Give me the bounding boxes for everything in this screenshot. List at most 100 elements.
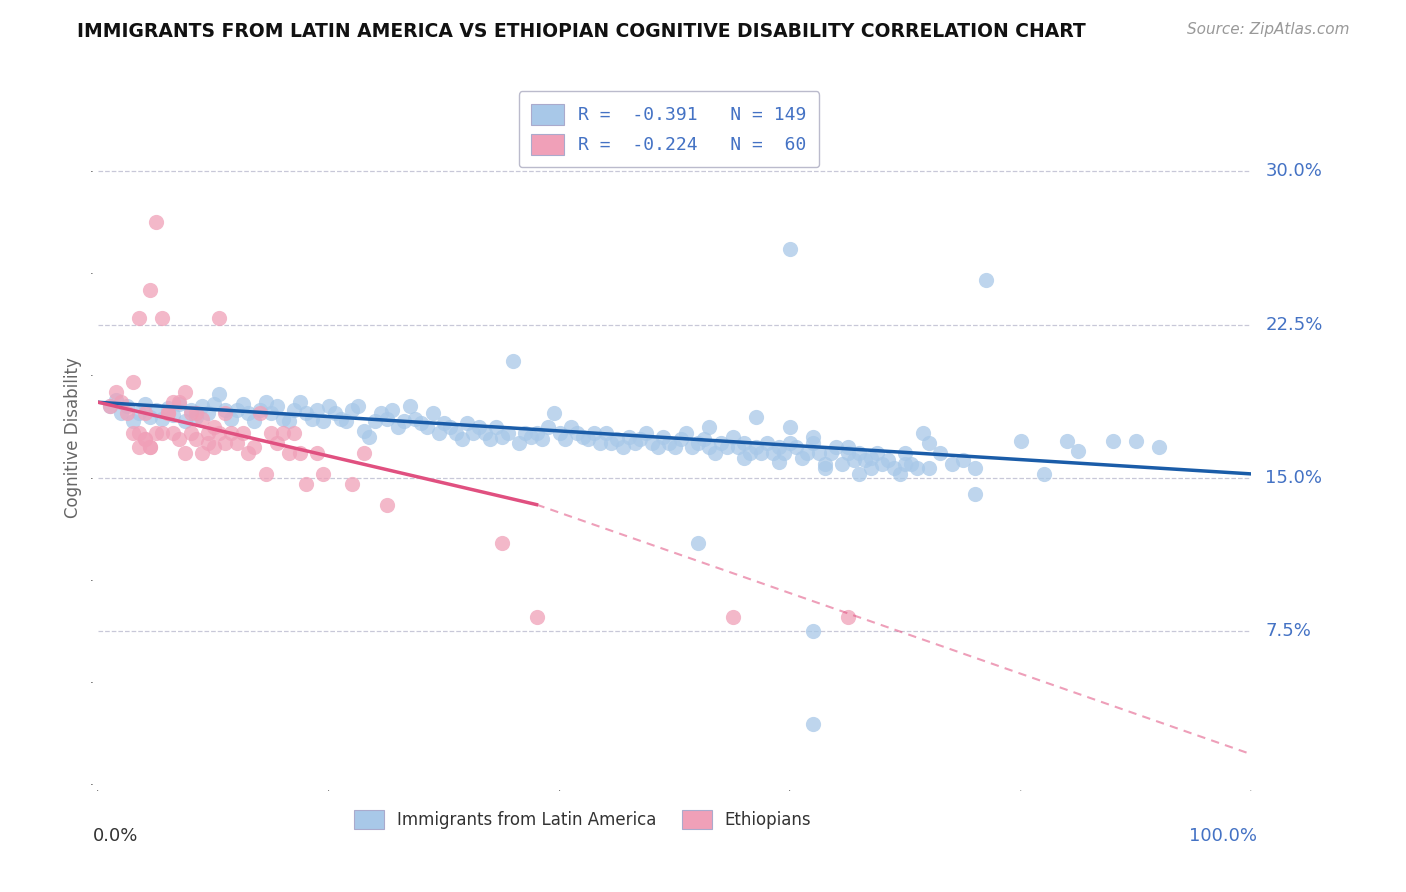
Point xyxy=(751,446,773,460)
Point xyxy=(859,450,882,465)
Point xyxy=(733,450,755,465)
Point xyxy=(831,457,853,471)
Point xyxy=(801,436,824,450)
Point xyxy=(963,487,986,501)
Point xyxy=(636,425,658,440)
Point xyxy=(98,400,121,414)
Point xyxy=(894,446,917,460)
Point xyxy=(202,440,225,454)
Point xyxy=(260,405,283,419)
Point xyxy=(963,460,986,475)
Point xyxy=(277,414,299,428)
Point xyxy=(307,403,329,417)
Point xyxy=(150,311,173,326)
Point xyxy=(491,430,513,444)
Point xyxy=(214,436,236,450)
Point xyxy=(779,420,801,434)
Point xyxy=(191,411,214,425)
Point xyxy=(485,420,508,434)
Point xyxy=(461,425,484,440)
Point xyxy=(439,420,461,434)
Point xyxy=(117,400,139,414)
Point xyxy=(1010,434,1032,449)
Point xyxy=(531,432,554,446)
Point xyxy=(744,440,766,454)
Point xyxy=(134,397,156,411)
Point xyxy=(796,446,818,460)
Point xyxy=(779,242,801,256)
Point xyxy=(704,446,727,460)
Point xyxy=(808,446,831,460)
Point xyxy=(721,430,744,444)
Text: IMMIGRANTS FROM LATIN AMERICA VS ETHIOPIAN COGNITIVE DISABILITY CORRELATION CHAR: IMMIGRANTS FROM LATIN AMERICA VS ETHIOPI… xyxy=(77,22,1085,41)
Point xyxy=(744,409,766,424)
Point xyxy=(186,409,208,424)
Point xyxy=(104,393,127,408)
Point xyxy=(145,403,167,417)
Point xyxy=(122,425,145,440)
Point xyxy=(900,457,922,471)
Point xyxy=(370,405,392,419)
Y-axis label: Cognitive Disability: Cognitive Disability xyxy=(65,357,82,517)
Point xyxy=(110,405,132,419)
Point xyxy=(917,436,939,450)
Point xyxy=(491,536,513,550)
Point xyxy=(150,425,173,440)
Point xyxy=(186,432,208,446)
Point xyxy=(219,411,242,425)
Legend: Immigrants from Latin America, Ethiopians: Immigrants from Latin America, Ethiopian… xyxy=(344,800,821,839)
Point xyxy=(231,397,254,411)
Point xyxy=(866,446,889,460)
Point xyxy=(554,432,576,446)
Point xyxy=(820,446,842,460)
Point xyxy=(686,436,709,450)
Text: 22.5%: 22.5% xyxy=(1265,316,1323,334)
Point xyxy=(174,385,197,400)
Point xyxy=(167,432,190,446)
Point xyxy=(249,403,271,417)
Point xyxy=(381,403,404,417)
Point xyxy=(623,436,645,450)
Point xyxy=(186,405,208,419)
Point xyxy=(664,440,686,454)
Point xyxy=(894,457,917,471)
Point xyxy=(658,436,681,450)
Point xyxy=(571,430,593,444)
Point xyxy=(180,425,202,440)
Point xyxy=(837,446,859,460)
Point xyxy=(197,405,219,419)
Point xyxy=(589,436,612,450)
Point xyxy=(814,457,837,471)
Point xyxy=(197,425,219,440)
Point xyxy=(600,436,623,450)
Point xyxy=(295,477,318,491)
Point xyxy=(526,610,548,624)
Point xyxy=(202,397,225,411)
Text: Source: ZipAtlas.com: Source: ZipAtlas.com xyxy=(1187,22,1350,37)
Point xyxy=(474,425,496,440)
Text: 100.0%: 100.0% xyxy=(1189,827,1257,845)
Point xyxy=(340,403,363,417)
Point xyxy=(156,401,179,416)
Point xyxy=(859,460,882,475)
Point xyxy=(167,395,190,409)
Point xyxy=(768,455,790,469)
Point xyxy=(254,395,277,409)
Point xyxy=(422,405,444,419)
Point xyxy=(180,405,202,419)
Point xyxy=(837,610,859,624)
Point xyxy=(427,425,450,440)
Point xyxy=(312,467,335,481)
Point xyxy=(312,414,335,428)
Point xyxy=(1102,434,1125,449)
Point xyxy=(699,420,721,434)
Point xyxy=(139,440,162,454)
Point xyxy=(208,311,231,326)
Point xyxy=(398,400,420,414)
Point xyxy=(283,425,305,440)
Point xyxy=(117,405,139,419)
Point xyxy=(98,400,121,414)
Point xyxy=(738,446,761,460)
Point xyxy=(773,446,796,460)
Point xyxy=(283,403,305,417)
